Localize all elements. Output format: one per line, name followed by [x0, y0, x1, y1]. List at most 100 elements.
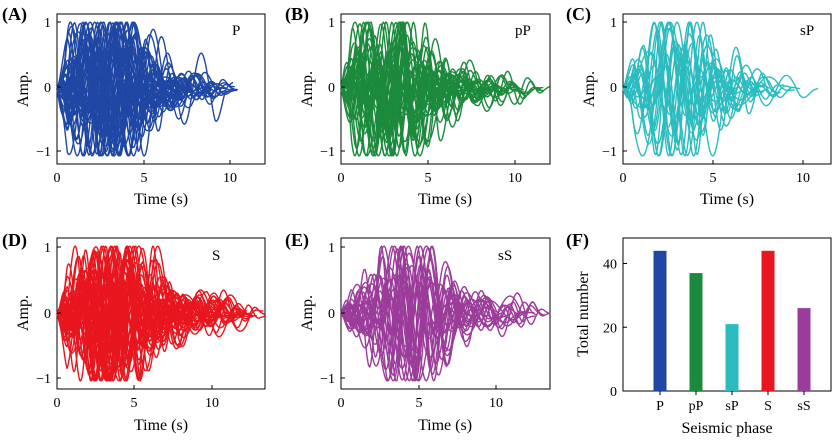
bar-category-label: S	[764, 399, 772, 414]
panel-b-xtick-label-10: 10	[508, 171, 522, 186]
panel-a-ylabel: Amp.	[15, 71, 32, 107]
panel-e-ytick-label-m1: −1	[320, 372, 335, 387]
panel-f-bars	[653, 250, 811, 392]
waveform-trace	[56, 245, 230, 365]
waveform-trace	[622, 43, 740, 157]
panel-b-letter: (B)	[285, 4, 309, 25]
panel-e-xlabel: Time (s)	[418, 417, 472, 434]
panel-e-xtick-label-0: 0	[338, 396, 345, 411]
bar-pP	[689, 273, 703, 391]
panel-a-xtick-label-10: 10	[223, 171, 237, 186]
bar-P	[653, 250, 667, 392]
waveform-trace	[56, 21, 226, 145]
waveform-trace	[622, 21, 795, 134]
bar-ytick-label: 0	[610, 385, 617, 400]
panel-e-xtick-label-5: 5	[416, 396, 423, 411]
panel-d-xtick-label-10: 10	[205, 396, 219, 411]
waveform-trace	[340, 21, 485, 153]
panel-b-xtick-label-5: 5	[425, 171, 432, 186]
panel-e-ytick-label-1: 1	[328, 241, 335, 256]
waveform-trace	[56, 245, 243, 372]
panel-d-xlabel: Time (s)	[134, 417, 188, 434]
panel-e-phase-label: sS	[498, 248, 512, 264]
panel-a-waveforms	[56, 21, 239, 157]
waveform-trace	[340, 245, 551, 376]
panel-a-ytick-label-1: 1	[44, 16, 51, 31]
panel-c-xtick-label-0: 0	[620, 171, 627, 186]
panel-e-xtick-label-10: 10	[489, 396, 503, 411]
waveform-trace	[56, 260, 225, 382]
panel-b: (B) pP 1 0 −1 0 5 10 Time (s) Amp.	[285, 4, 551, 208]
panel-c-ytick-label-1: 1	[610, 16, 617, 31]
panel-d-ytick-label-0: 0	[44, 307, 51, 322]
panel-d-waveforms	[56, 245, 265, 382]
panel-d-ylabel: Amp.	[15, 295, 32, 331]
panel-f-ylabel: Total number	[575, 271, 592, 357]
waveform-trace	[622, 21, 737, 156]
waveform-trace	[56, 28, 200, 157]
panel-a-xtick-label-5: 5	[141, 171, 148, 186]
panel-b-phase-label: pP	[515, 23, 531, 39]
panel-e-ylabel: Amp.	[299, 295, 316, 331]
panel-a-phase-label: P	[232, 23, 240, 39]
panel-d-phase-label: S	[212, 248, 220, 264]
panel-b-ylabel: Amp.	[299, 71, 316, 107]
bar-sS	[797, 308, 811, 391]
waveform-trace	[340, 21, 500, 142]
bar-category-label: sP	[725, 399, 738, 414]
panel-c-phase-label: sP	[800, 23, 814, 39]
waveform-trace	[622, 21, 801, 132]
bar-category-label: pP	[689, 399, 704, 414]
waveform-trace	[56, 21, 194, 139]
panel-b-xlabel: Time (s)	[418, 191, 472, 208]
panel-b-ytick-label-m1: −1	[320, 145, 335, 160]
panel-c-xtick-label-10: 10	[796, 171, 810, 186]
panel-a-letter: (A)	[2, 4, 27, 25]
panel-a: (A) P 1 0 −1 0 5 10 Time (s) Amp.	[2, 4, 266, 208]
panel-d-xtick-label-5: 5	[131, 396, 138, 411]
waveform-trace	[340, 245, 551, 368]
waveform-trace	[340, 21, 441, 124]
waveform-trace	[622, 44, 780, 157]
panel-d: (D) S 1 0 −1 0 5 10 Time (s) Amp.	[2, 230, 266, 434]
panel-c-ylabel: Amp.	[581, 71, 598, 107]
panel-e-waveforms	[340, 245, 551, 382]
bar-sP	[725, 324, 739, 391]
waveform-trace	[340, 21, 482, 149]
panel-e: (E) sS 1 0 −1 0 5 10 Time (s) Amp.	[285, 230, 551, 434]
panel-c-xtick-label-5: 5	[710, 171, 717, 186]
waveform-trace	[622, 21, 785, 135]
waveform-trace	[56, 251, 265, 382]
panel-f-letter: (F)	[566, 230, 589, 251]
panel-b-waveforms	[340, 21, 550, 157]
waveform-trace	[56, 37, 220, 157]
panel-a-ytick-label-m1: −1	[36, 145, 51, 160]
panel-d-ytick-label-m1: −1	[36, 372, 51, 387]
waveform-trace	[340, 260, 529, 382]
panel-a-xlabel: Time (s)	[134, 191, 188, 208]
panel-b-ytick-label-1: 1	[328, 16, 335, 31]
panel-c: (C) sP 1 0 −1 0 5 10 Time (s) Amp.	[566, 4, 832, 208]
waveform-trace	[56, 21, 162, 140]
panel-c-ytick-label-0: 0	[610, 81, 617, 96]
panel-a-ytick-label-0: 0	[44, 81, 51, 96]
waveform-trace	[340, 21, 467, 132]
panel-c-xlabel: Time (s)	[700, 191, 754, 208]
bar-category-label: P	[656, 399, 664, 414]
waveform-trace	[340, 21, 457, 157]
waveform-trace	[56, 245, 258, 370]
waveform-trace	[340, 245, 541, 380]
panel-e-ytick-label-0: 0	[328, 307, 335, 322]
panel-a-xtick-label-0: 0	[54, 171, 61, 186]
panel-d-xtick-label-0: 0	[54, 396, 61, 411]
panel-f-xlabel: Seismic phase	[681, 420, 772, 437]
waveform-trace	[340, 245, 470, 376]
waveform-trace	[56, 250, 254, 382]
panel-b-ytick-label-0: 0	[328, 81, 335, 96]
waveform-trace	[340, 245, 467, 381]
panel-b-xtick-label-0: 0	[338, 171, 345, 186]
bar-S	[761, 250, 775, 392]
panel-c-letter: (C)	[566, 4, 591, 25]
panel-c-ytick-label-m1: −1	[602, 145, 617, 160]
